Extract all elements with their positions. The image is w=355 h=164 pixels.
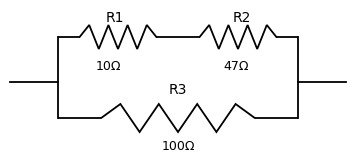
Text: 10Ω: 10Ω bbox=[95, 61, 121, 73]
Text: R2: R2 bbox=[233, 11, 251, 25]
Text: 100Ω: 100Ω bbox=[161, 141, 195, 154]
Text: R3: R3 bbox=[169, 83, 187, 97]
Text: 47Ω: 47Ω bbox=[223, 61, 249, 73]
Text: R1: R1 bbox=[106, 11, 124, 25]
